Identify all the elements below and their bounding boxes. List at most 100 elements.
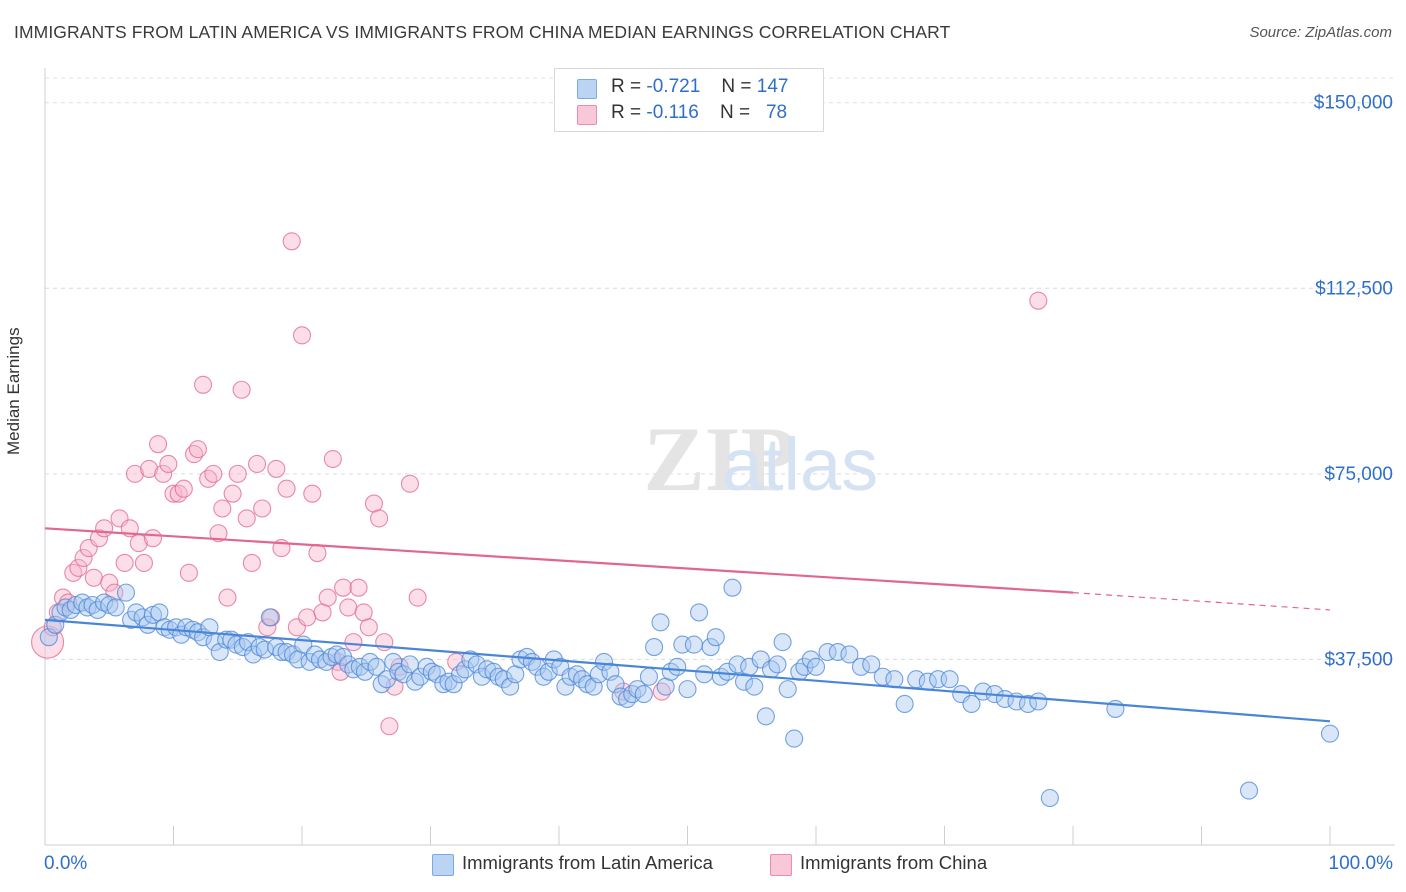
point-china — [154, 464, 173, 483]
point-latin-america — [701, 638, 720, 657]
point-latin-america — [339, 655, 358, 674]
point-latin-america — [372, 675, 391, 694]
legend-r-label: R = — [611, 102, 642, 123]
legend-label-latin-america: Immigrants from Latin America — [462, 852, 713, 873]
point-china — [400, 474, 419, 493]
point-china — [140, 459, 159, 478]
point-latin-america — [406, 672, 425, 691]
correlation-legend: R = -0.721 N = 147 R = -0.116 N = 78 — [554, 68, 824, 132]
point-latin-america — [484, 662, 503, 681]
point-latin-america — [862, 655, 881, 674]
point-latin-america — [651, 613, 670, 632]
point-china — [323, 449, 342, 469]
trend-line-china-extension — [1072, 592, 1331, 611]
point-china — [64, 563, 83, 582]
point-latin-america — [895, 694, 914, 714]
y-tick-label: $112,500 — [1315, 278, 1393, 299]
chart-title: IMMIGRANTS FROM LATIN AMERICA VS IMMIGRA… — [14, 22, 951, 42]
point-china — [247, 454, 267, 474]
point-latin-america — [718, 662, 737, 681]
point-china — [349, 578, 368, 597]
point-china — [242, 553, 261, 572]
watermark-zip: ZIP — [643, 408, 796, 510]
point-latin-america — [639, 667, 659, 686]
point-china — [298, 608, 317, 627]
point-latin-america — [962, 694, 981, 714]
point-latin-america — [594, 652, 614, 671]
point-china — [318, 588, 337, 607]
point-latin-america — [1320, 724, 1340, 743]
source-label: Source: ZipAtlas.com — [1249, 24, 1392, 41]
legend-r-label: R = — [611, 76, 642, 97]
point-china — [334, 578, 353, 597]
point-china — [277, 479, 296, 498]
point-latin-america — [451, 665, 470, 684]
point-china — [95, 519, 114, 538]
point-china — [115, 553, 134, 572]
y-axis-label: Median Earnings — [4, 327, 23, 455]
point-china — [408, 588, 427, 607]
point-latin-america — [444, 675, 463, 694]
point-china — [204, 464, 223, 483]
point-latin-america — [1029, 692, 1048, 711]
point-latin-america — [806, 657, 826, 676]
point-latin-america — [317, 652, 336, 671]
point-latin-america — [645, 638, 664, 657]
point-china — [134, 553, 153, 572]
point-latin-america — [272, 642, 291, 662]
point-latin-america — [456, 660, 475, 679]
data-points — [31, 232, 1340, 808]
point-china — [194, 375, 213, 394]
point-china — [344, 633, 363, 652]
point-china — [267, 459, 286, 478]
point-china — [179, 563, 198, 582]
point-latin-america — [778, 680, 797, 699]
point-china — [84, 568, 103, 587]
trend-line-latin-america — [44, 618, 1331, 723]
legend-swatch-pink — [770, 854, 792, 876]
point-latin-america — [840, 645, 859, 664]
point-latin-america — [684, 635, 703, 654]
trend-lines — [44, 527, 1331, 723]
trend-line-china — [44, 527, 1074, 594]
point-latin-america — [785, 729, 804, 748]
point-china — [169, 484, 188, 503]
point-latin-america — [434, 675, 453, 694]
point-china — [188, 440, 207, 459]
point-china — [359, 618, 378, 637]
legend-n-value: 78 — [765, 102, 788, 123]
point-latin-america — [494, 670, 513, 689]
point-china — [218, 588, 237, 607]
point-china — [209, 524, 228, 543]
point-latin-america — [88, 600, 107, 620]
point-latin-america — [706, 628, 725, 647]
point-china — [125, 464, 144, 483]
point-china — [100, 573, 119, 592]
point-latin-america — [355, 662, 375, 681]
x-tick-label: 100.0% — [1329, 853, 1394, 874]
point-latin-america — [534, 667, 553, 686]
point-china — [31, 625, 65, 659]
legend-n-label: N = — [721, 76, 752, 97]
point-latin-america — [244, 645, 263, 664]
y-tick-label: $37,500 — [1324, 649, 1393, 670]
legend-swatch-pink — [577, 105, 597, 125]
point-latin-america — [818, 642, 837, 662]
point-latin-america — [828, 642, 847, 662]
point-latin-america — [768, 655, 787, 674]
point-latin-america — [116, 583, 136, 602]
legend-swatch-blue — [577, 79, 597, 99]
legend-n-label: N = — [719, 102, 751, 123]
point-latin-america — [728, 655, 747, 674]
point-latin-america — [95, 593, 114, 612]
point-china — [143, 529, 162, 548]
series-legend: Immigrants from Latin America Immigrants… — [0, 852, 1406, 878]
tick-labels: $37,500 $75,000 $112,500 $150,000 0.0% 100.0% — [44, 93, 1393, 874]
point-china — [223, 484, 242, 503]
point-latin-america — [690, 603, 709, 622]
point-latin-america — [417, 657, 436, 676]
legend-r-value: -0.116 — [646, 102, 699, 123]
point-latin-america — [668, 657, 687, 676]
point-latin-america — [422, 662, 441, 681]
